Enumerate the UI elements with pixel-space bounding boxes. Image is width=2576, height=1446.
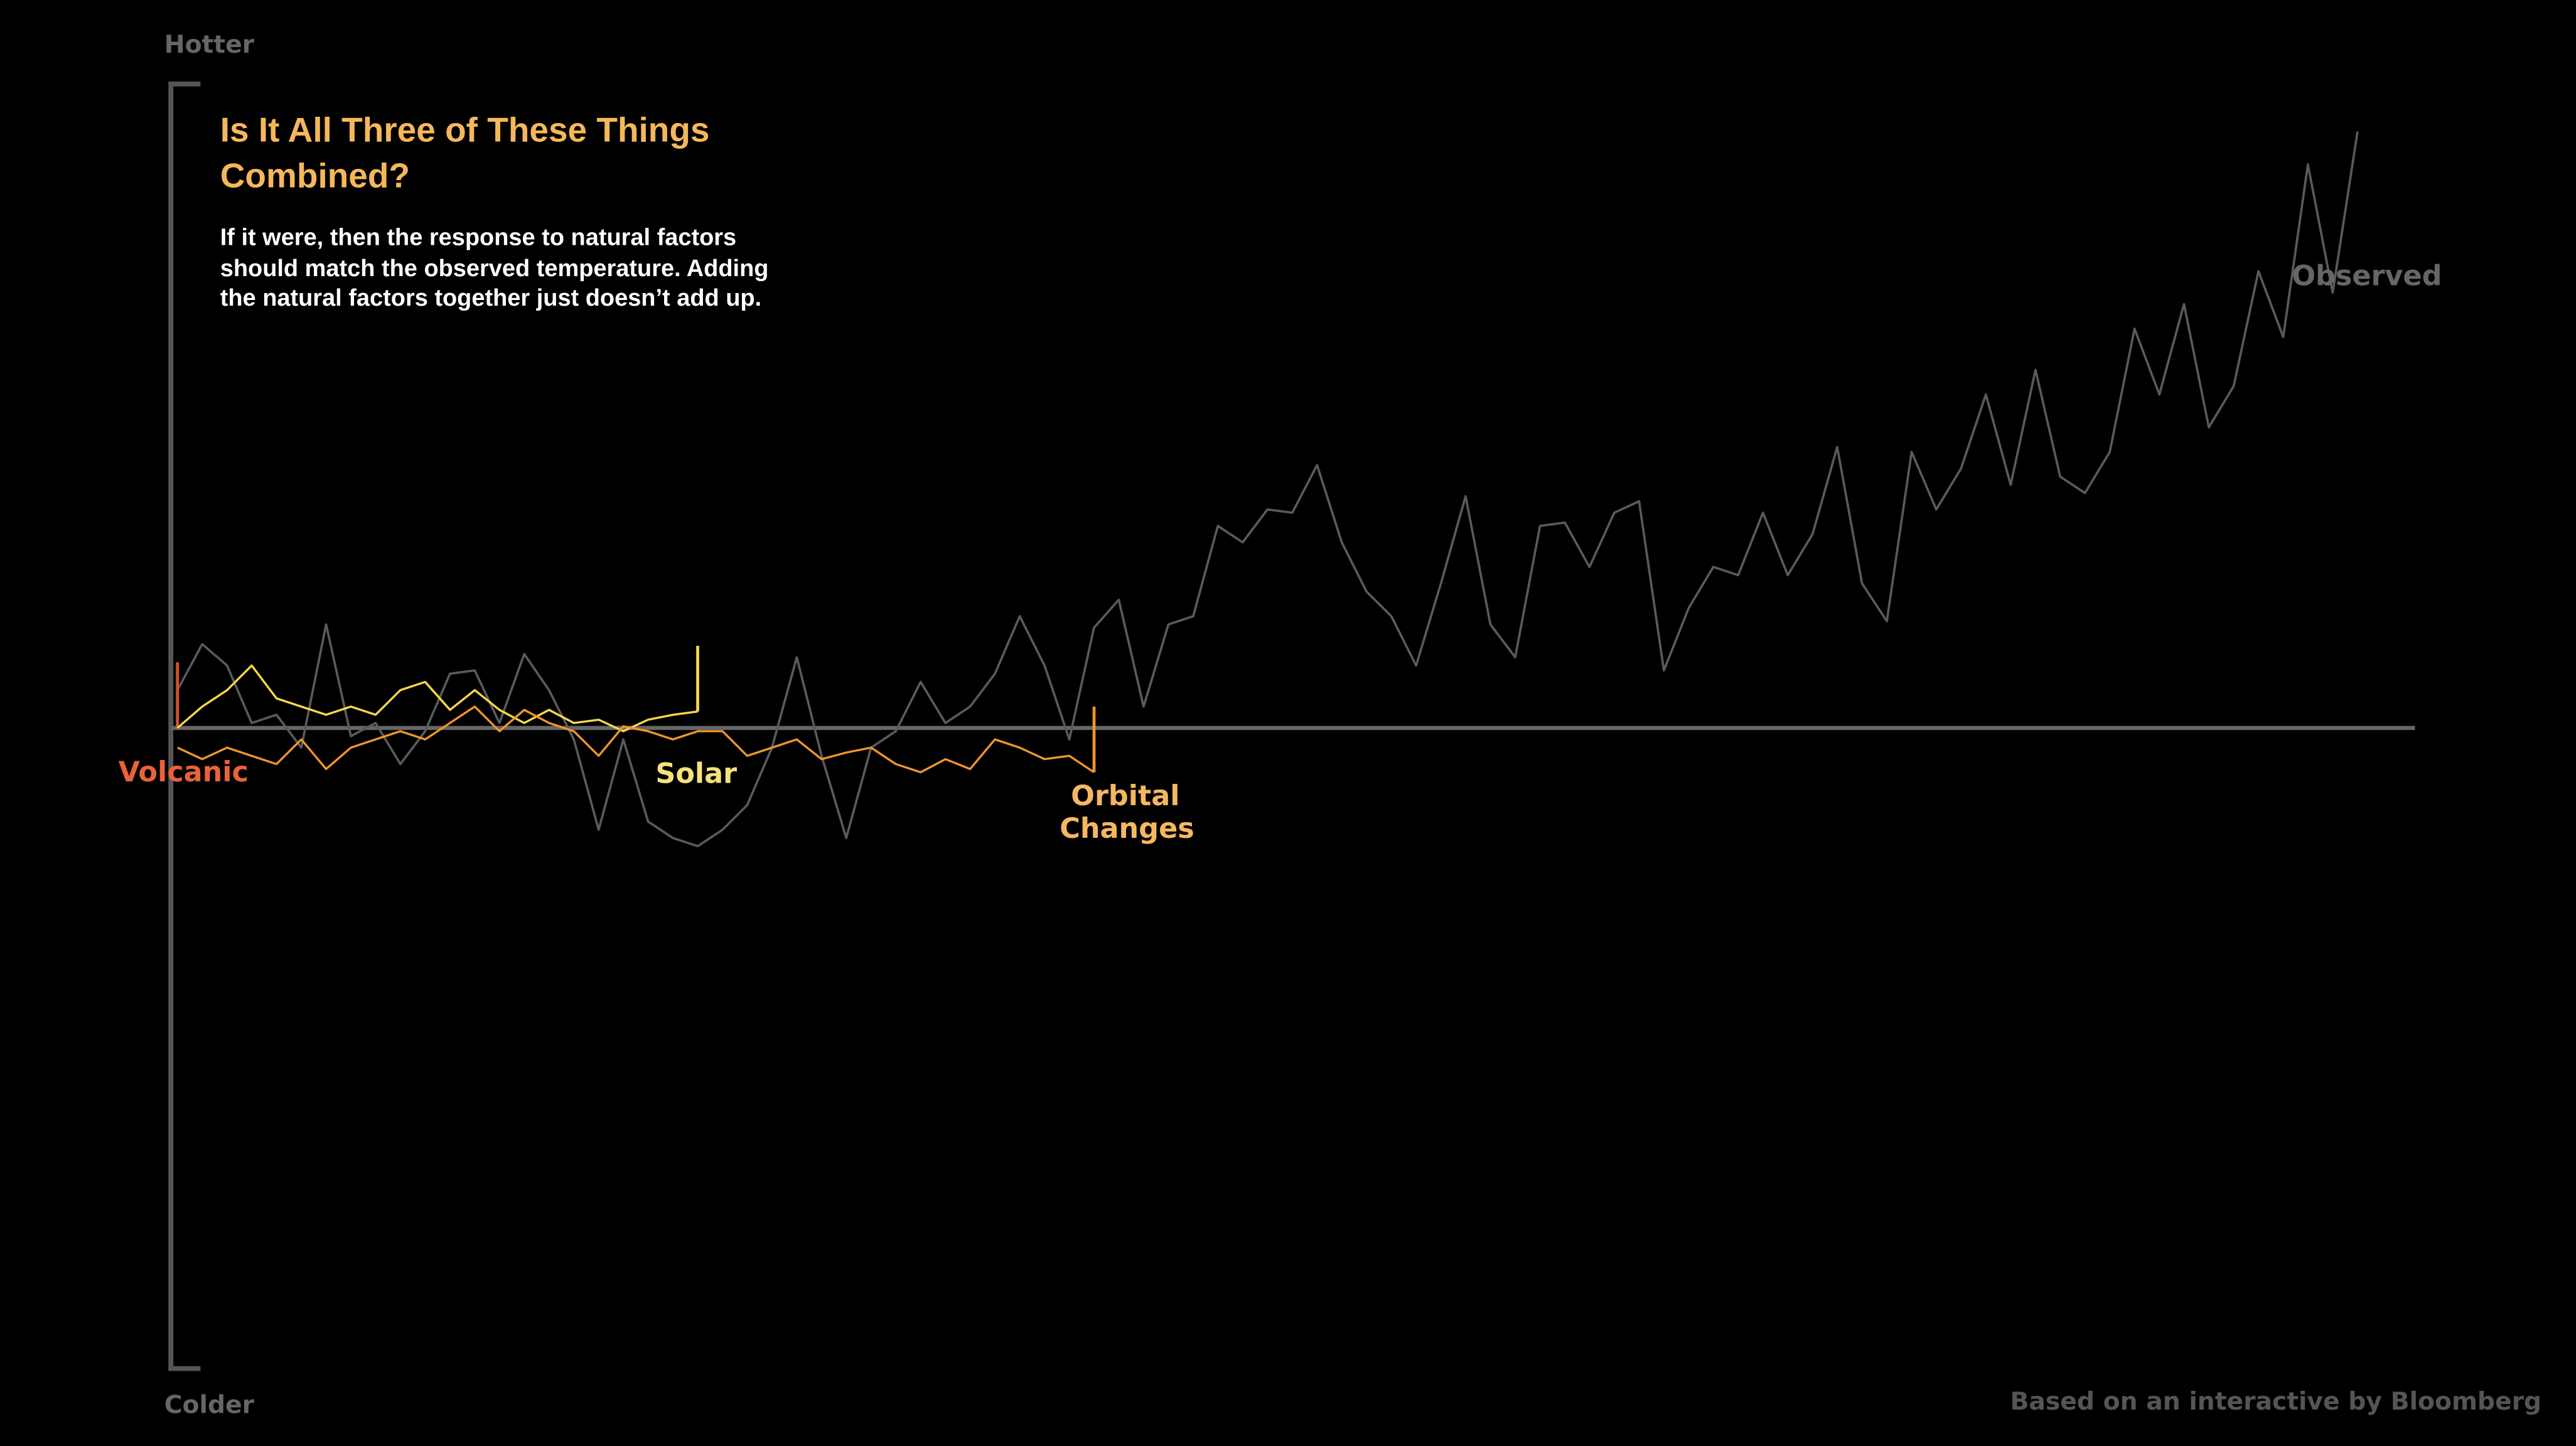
series-label: Observed xyxy=(2292,260,2442,292)
series-line xyxy=(176,131,2359,848)
series-label: Solar xyxy=(655,758,737,790)
series-label-box: Orbital Changes xyxy=(1060,780,1194,847)
title-box: Is It All Three of These Things Combined… xyxy=(220,112,710,196)
subtitle-box: If it were, then the response to natural… xyxy=(220,225,769,313)
chart-subtitle: If it were, then the response to natural… xyxy=(220,225,769,313)
chart-title: Is It All Three of These Things Combined… xyxy=(220,112,710,196)
series-line xyxy=(176,664,698,732)
series-line xyxy=(176,705,1095,774)
axis-bracket xyxy=(168,81,201,1371)
series-label: Orbital Changes xyxy=(1060,780,1194,847)
y-bottom-label: Colder xyxy=(164,1391,255,1419)
series-label: Volcanic xyxy=(118,756,248,788)
y-top-label: Hotter xyxy=(164,31,255,59)
source: Based on an interactive by Bloomberg xyxy=(2010,1388,2542,1416)
